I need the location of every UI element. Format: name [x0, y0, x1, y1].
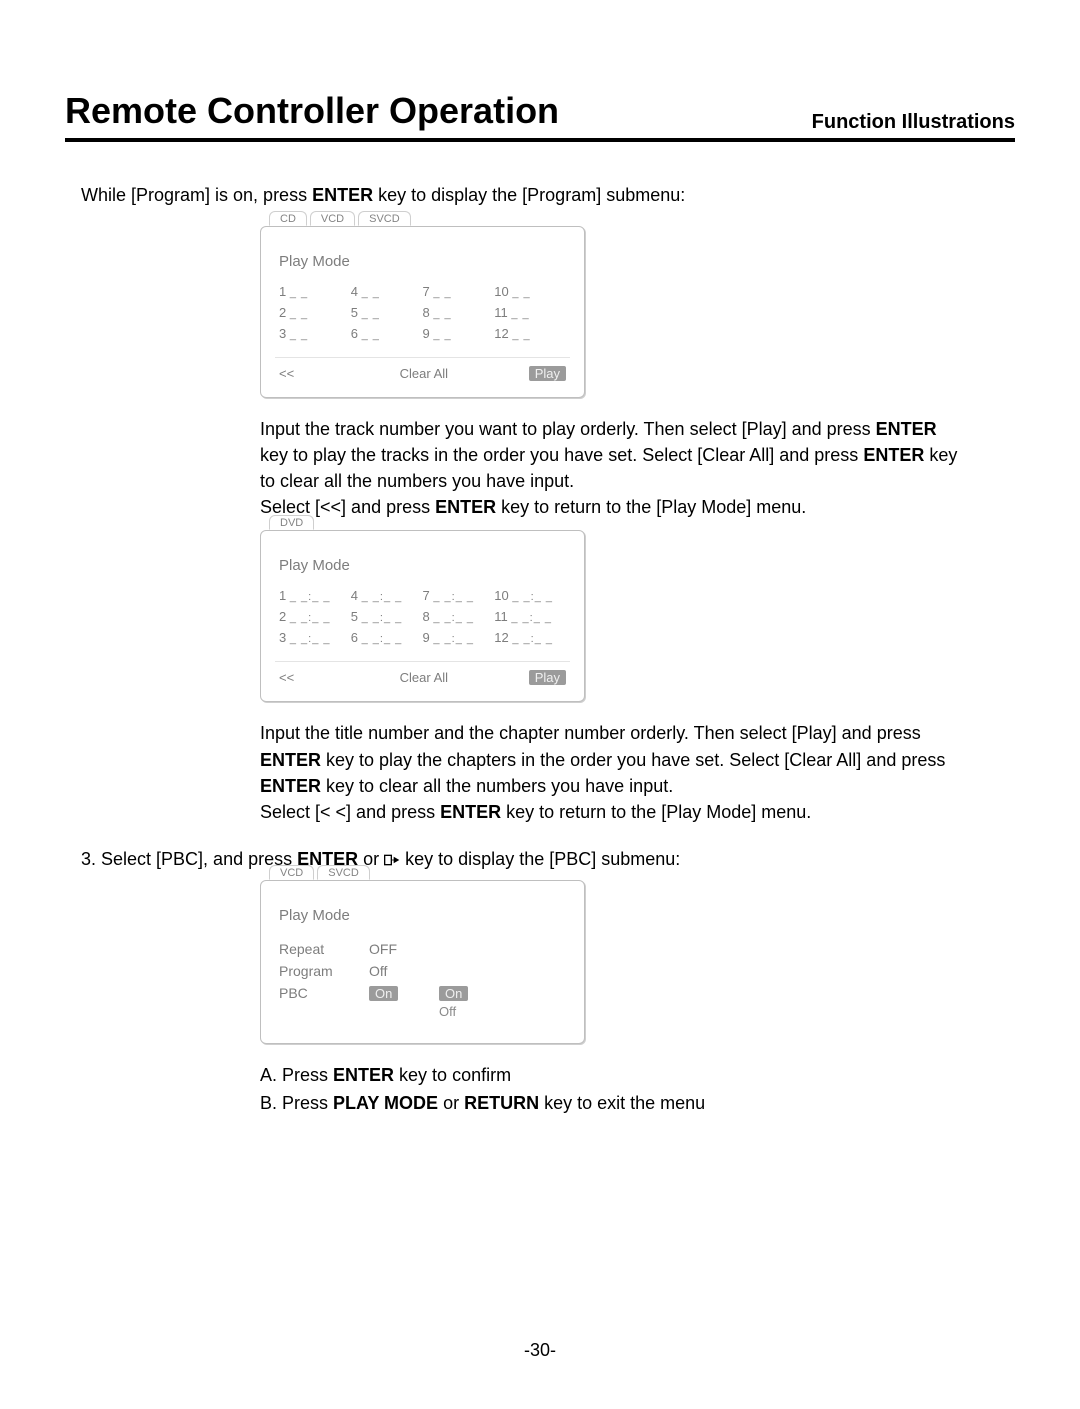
slot-7: 7 _ _ — [423, 284, 495, 299]
pbc-label: PBC — [279, 985, 369, 1001]
slot-2: 2 _ _ — [279, 305, 351, 320]
instr-b: B. Press PLAY MODE or RETURN key to exit… — [260, 1090, 1015, 1118]
slot-7: 7 _ _:_ _ — [423, 588, 495, 603]
slot-9: 9 _ _ — [423, 326, 495, 341]
program-dvd-instructions: Input the title number and the chapter n… — [260, 720, 960, 824]
program-submenu-cd: CD VCD SVCD Play Mode 1 _ _ 4 _ _ 7 _ _ … — [260, 226, 585, 398]
tab-svcd: SVCD — [317, 865, 370, 880]
panel-nav-row: << Clear All Play — [275, 661, 570, 685]
slot-2: 2 _ _:_ _ — [279, 609, 351, 624]
tabs-pbc: VCD SVCD — [269, 865, 370, 880]
slot-9: 9 _ _:_ _ — [423, 630, 495, 645]
slot-1: 1 _ _:_ _ — [279, 588, 351, 603]
slot-5: 5 _ _:_ _ — [351, 609, 423, 624]
enter-key: ENTER — [260, 776, 321, 796]
program-submenu-dvd: DVD Play Mode 1 _ _:_ _ 4 _ _:_ _ 7 _ _:… — [260, 530, 585, 702]
tab-vcd: VCD — [269, 865, 314, 880]
play-button: Play — [529, 670, 566, 685]
back-button: << — [279, 670, 319, 685]
tab-svcd: SVCD — [358, 211, 411, 226]
enter-key: ENTER — [435, 497, 496, 517]
intro-suffix: key to display the [Program] submenu: — [373, 185, 685, 205]
header: Remote Controller Operation Function Ill… — [65, 90, 1015, 132]
back-button: << — [279, 366, 319, 381]
repeat-row: Repeat OFF — [279, 938, 566, 960]
program-value: Off — [369, 963, 439, 979]
title-chapter-grid: 1 _ _:_ _ 4 _ _:_ _ 7 _ _:_ _ 10 _ _:_ _… — [279, 588, 566, 645]
tabs-dvd: DVD — [269, 515, 314, 530]
slot-4: 4 _ _:_ _ — [351, 588, 423, 603]
repeat-value: OFF — [369, 941, 439, 957]
slot-4: 4 _ _ — [351, 284, 423, 299]
pbc-option-on: On — [439, 986, 468, 1001]
right-arrow-icon — [384, 853, 400, 867]
slot-11: 11 _ _ — [494, 305, 566, 320]
clear-all-button: Clear All — [359, 366, 489, 381]
slot-12: 12 _ _:_ _ — [494, 630, 566, 645]
pbc-option-off: Off — [439, 1004, 566, 1019]
slot-10: 10 _ _ — [494, 284, 566, 299]
slot-12: 12 _ _ — [494, 326, 566, 341]
tab-cd: CD — [269, 211, 307, 226]
slot-1: 1 _ _ — [279, 284, 351, 299]
enter-key: ENTER — [863, 445, 924, 465]
header-rule — [65, 138, 1015, 142]
pbc-value: On — [369, 986, 398, 1001]
slot-6: 6 _ _ — [351, 326, 423, 341]
slot-5: 5 _ _ — [351, 305, 423, 320]
page-title: Remote Controller Operation — [65, 90, 559, 132]
enter-key: ENTER — [333, 1065, 394, 1085]
play-button: Play — [529, 366, 566, 381]
panel-title: Play Mode — [279, 557, 570, 574]
return-key: RETURN — [464, 1093, 539, 1113]
program-label: Program — [279, 963, 369, 979]
enter-key: ENTER — [260, 750, 321, 770]
tab-dvd: DVD — [269, 515, 314, 530]
program-cd-instructions: Input the track number you want to play … — [260, 416, 960, 520]
clear-all-button: Clear All — [359, 670, 489, 685]
slot-6: 6 _ _:_ _ — [351, 630, 423, 645]
slot-3: 3 _ _ — [279, 326, 351, 341]
panel-title: Play Mode — [279, 253, 570, 270]
slot-8: 8 _ _:_ _ — [423, 609, 495, 624]
slot-3: 3 _ _:_ _ — [279, 630, 351, 645]
pbc-instructions: A. Press ENTER key to confirm B. Press P… — [260, 1062, 1015, 1118]
track-grid: 1 _ _ 4 _ _ 7 _ _ 10 _ _ 2 _ _ 5 _ _ 8 _… — [279, 284, 566, 341]
enter-key: ENTER — [312, 185, 373, 205]
manual-page: Remote Controller Operation Function Ill… — [0, 0, 1080, 1409]
pbc-row: PBC On On — [279, 982, 566, 1004]
enter-key: ENTER — [876, 419, 937, 439]
panel-title: Play Mode — [279, 907, 570, 924]
tab-vcd: VCD — [310, 211, 355, 226]
repeat-label: Repeat — [279, 941, 369, 957]
section-subtitle: Function Illustrations — [812, 111, 1015, 134]
panel-nav-row: << Clear All Play — [275, 357, 570, 381]
intro-line: While [Program] is on, press ENTER key t… — [81, 182, 1015, 208]
enter-key: ENTER — [440, 802, 501, 822]
pbc-submenu: VCD SVCD Play Mode Repeat OFF Program Of… — [260, 880, 585, 1044]
slot-10: 10 _ _:_ _ — [494, 588, 566, 603]
tabs-cd: CD VCD SVCD — [269, 211, 411, 226]
instr-a: A. Press ENTER key to confirm — [260, 1062, 1015, 1090]
intro-prefix: While [Program] is on, press — [81, 185, 312, 205]
play-mode-key: PLAY MODE — [333, 1093, 438, 1113]
pbc-rows: Repeat OFF Program Off PBC On On Off — [279, 938, 566, 1019]
step-3-line: 3. Select [PBC], and press ENTER or key … — [81, 849, 1015, 870]
program-row: Program Off — [279, 960, 566, 982]
slot-11: 11 _ _:_ _ — [494, 609, 566, 624]
page-number: -30- — [0, 1340, 1080, 1361]
slot-8: 8 _ _ — [423, 305, 495, 320]
